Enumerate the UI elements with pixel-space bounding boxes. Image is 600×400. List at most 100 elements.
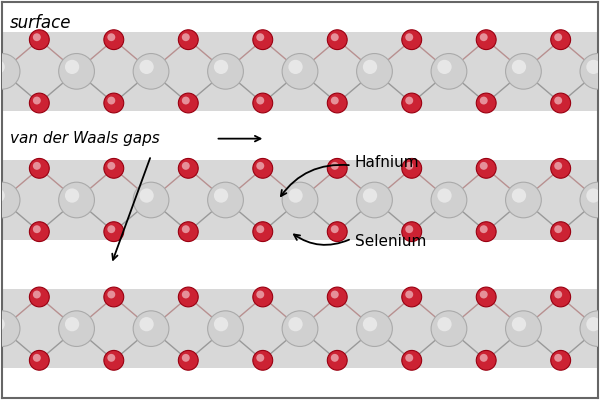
Ellipse shape bbox=[506, 54, 541, 89]
Ellipse shape bbox=[331, 33, 339, 41]
Ellipse shape bbox=[356, 182, 392, 218]
Ellipse shape bbox=[107, 96, 115, 104]
Ellipse shape bbox=[133, 54, 169, 89]
Ellipse shape bbox=[214, 317, 228, 331]
Ellipse shape bbox=[107, 225, 115, 233]
Ellipse shape bbox=[182, 290, 190, 298]
Ellipse shape bbox=[512, 188, 526, 203]
Ellipse shape bbox=[402, 30, 422, 50]
Ellipse shape bbox=[282, 182, 318, 218]
Ellipse shape bbox=[182, 225, 190, 233]
Ellipse shape bbox=[29, 30, 49, 50]
Ellipse shape bbox=[178, 287, 198, 307]
Ellipse shape bbox=[29, 158, 49, 178]
Ellipse shape bbox=[139, 188, 154, 203]
Ellipse shape bbox=[402, 93, 422, 113]
Ellipse shape bbox=[65, 188, 79, 203]
Ellipse shape bbox=[253, 93, 272, 113]
Ellipse shape bbox=[214, 188, 228, 203]
Ellipse shape bbox=[437, 317, 452, 331]
Ellipse shape bbox=[33, 290, 41, 298]
Ellipse shape bbox=[512, 317, 526, 331]
Ellipse shape bbox=[33, 354, 41, 362]
Ellipse shape bbox=[256, 225, 264, 233]
Ellipse shape bbox=[253, 287, 272, 307]
Ellipse shape bbox=[480, 96, 488, 104]
Ellipse shape bbox=[405, 162, 413, 170]
Bar bbox=[2, 289, 598, 368]
Ellipse shape bbox=[107, 354, 115, 362]
Ellipse shape bbox=[480, 290, 488, 298]
Ellipse shape bbox=[107, 162, 115, 170]
Ellipse shape bbox=[331, 162, 339, 170]
Ellipse shape bbox=[554, 354, 562, 362]
Ellipse shape bbox=[328, 158, 347, 178]
Ellipse shape bbox=[431, 182, 467, 218]
Ellipse shape bbox=[405, 354, 413, 362]
Ellipse shape bbox=[431, 54, 467, 89]
Ellipse shape bbox=[476, 287, 496, 307]
Ellipse shape bbox=[402, 222, 422, 242]
Ellipse shape bbox=[551, 222, 571, 242]
Ellipse shape bbox=[256, 290, 264, 298]
Ellipse shape bbox=[437, 60, 452, 74]
Ellipse shape bbox=[208, 182, 244, 218]
Ellipse shape bbox=[328, 93, 347, 113]
Ellipse shape bbox=[104, 158, 124, 178]
Ellipse shape bbox=[104, 222, 124, 242]
Ellipse shape bbox=[551, 30, 571, 50]
Ellipse shape bbox=[182, 162, 190, 170]
Ellipse shape bbox=[0, 311, 20, 346]
Ellipse shape bbox=[104, 30, 124, 50]
Ellipse shape bbox=[331, 290, 339, 298]
Ellipse shape bbox=[182, 354, 190, 362]
Ellipse shape bbox=[586, 317, 600, 331]
Ellipse shape bbox=[256, 33, 264, 41]
Bar bbox=[2, 160, 598, 240]
Ellipse shape bbox=[405, 225, 413, 233]
Ellipse shape bbox=[551, 93, 571, 113]
Ellipse shape bbox=[328, 222, 347, 242]
Ellipse shape bbox=[208, 54, 244, 89]
Ellipse shape bbox=[289, 60, 302, 74]
Text: van der Waals gaps: van der Waals gaps bbox=[10, 131, 160, 146]
Ellipse shape bbox=[551, 350, 571, 370]
Ellipse shape bbox=[214, 60, 228, 74]
Ellipse shape bbox=[554, 225, 562, 233]
Ellipse shape bbox=[405, 290, 413, 298]
Ellipse shape bbox=[253, 350, 272, 370]
Ellipse shape bbox=[586, 188, 600, 203]
Ellipse shape bbox=[289, 188, 302, 203]
Ellipse shape bbox=[104, 287, 124, 307]
Ellipse shape bbox=[551, 287, 571, 307]
Ellipse shape bbox=[328, 30, 347, 50]
Ellipse shape bbox=[506, 182, 541, 218]
Ellipse shape bbox=[580, 182, 600, 218]
Ellipse shape bbox=[178, 222, 198, 242]
Ellipse shape bbox=[178, 350, 198, 370]
Ellipse shape bbox=[580, 311, 600, 346]
Ellipse shape bbox=[554, 162, 562, 170]
Ellipse shape bbox=[107, 33, 115, 41]
Ellipse shape bbox=[480, 225, 488, 233]
Ellipse shape bbox=[29, 222, 49, 242]
Ellipse shape bbox=[65, 317, 79, 331]
Ellipse shape bbox=[208, 311, 244, 346]
Ellipse shape bbox=[0, 60, 5, 74]
Ellipse shape bbox=[133, 182, 169, 218]
Ellipse shape bbox=[104, 93, 124, 113]
Ellipse shape bbox=[107, 290, 115, 298]
Ellipse shape bbox=[476, 93, 496, 113]
Ellipse shape bbox=[554, 290, 562, 298]
Ellipse shape bbox=[256, 354, 264, 362]
Ellipse shape bbox=[178, 158, 198, 178]
Ellipse shape bbox=[33, 225, 41, 233]
Ellipse shape bbox=[0, 182, 20, 218]
Ellipse shape bbox=[363, 60, 377, 74]
Text: Selenium: Selenium bbox=[355, 234, 426, 249]
Ellipse shape bbox=[331, 96, 339, 104]
Ellipse shape bbox=[29, 287, 49, 307]
Ellipse shape bbox=[402, 350, 422, 370]
Ellipse shape bbox=[253, 30, 272, 50]
Text: surface: surface bbox=[10, 14, 71, 32]
